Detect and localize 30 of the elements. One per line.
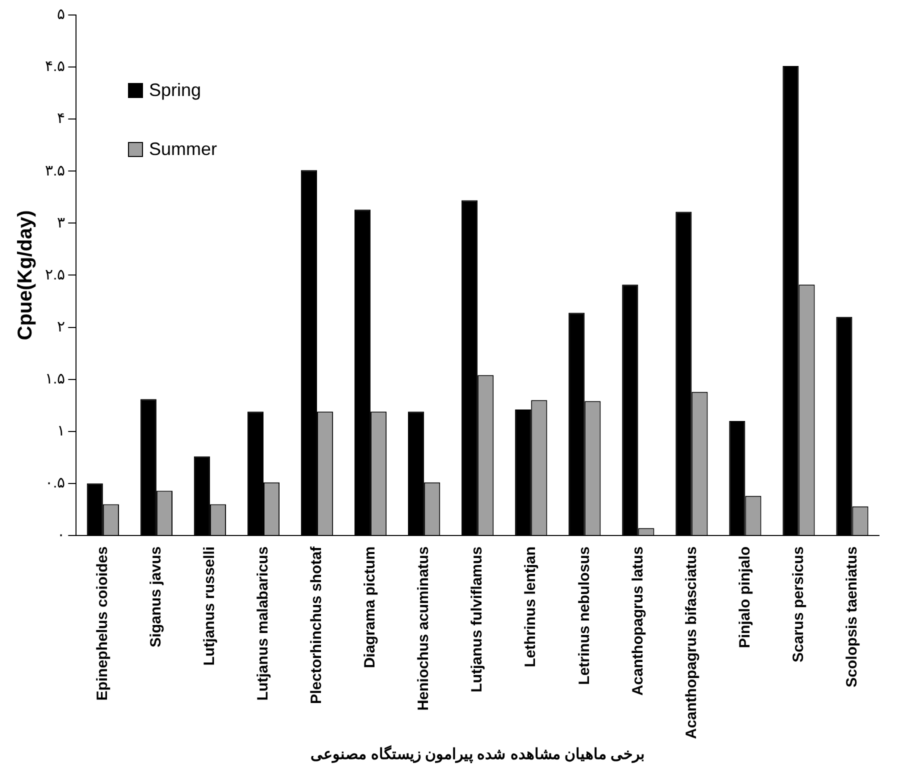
- x-tick-label: Epinephelus coioides: [94, 546, 112, 701]
- x-tick-label: Lethrinus lentjan: [522, 546, 540, 668]
- legend-label: Spring: [149, 80, 202, 101]
- y-tick-label: ۰: [57, 526, 66, 544]
- x-tick-label: Pinjalo pinjalo: [736, 546, 754, 648]
- y-tick-label: ۱.۵: [44, 370, 66, 388]
- y-tick-label: ۴.۵: [44, 58, 66, 76]
- y-tick-label: ۳.۵: [44, 162, 66, 180]
- x-tick-label: Scarus persicus: [790, 546, 807, 662]
- x-tick-label: Lutjanus fulviflamus: [468, 546, 486, 692]
- x-tick-label: Letrinus nebulosus: [576, 546, 593, 685]
- y-tick-label: ۲.۵: [44, 266, 66, 284]
- x-tick-label: Acanthopagrus latus: [629, 546, 646, 696]
- x-tick-label: Acanthopagrus bifasciatus: [682, 546, 700, 740]
- x-tick-label: Plectorhinchus shotaf: [308, 545, 326, 704]
- y-tick-label: ۱: [57, 422, 66, 440]
- x-tick-label: Lutjanus malabaricus: [254, 546, 272, 701]
- x-tick-label: Siganus javus: [148, 546, 165, 648]
- y-tick-label: ۲: [57, 318, 66, 336]
- y-axis-title: Cpue(Kg/day): [14, 210, 37, 340]
- x-tick-label: Lutjanus russelli: [201, 546, 218, 666]
- legend-label: Summer: [149, 139, 218, 160]
- y-tick-label: ۰.۵: [44, 474, 66, 492]
- y-tick-label: ۵: [57, 6, 66, 24]
- x-tick-label: Scolopsis taeniatus: [843, 546, 860, 688]
- x-tick-label: Heniochus acuminatus: [415, 546, 432, 711]
- y-tick-label: ۳: [57, 214, 66, 232]
- x-tick-label: Diagrama pictum: [362, 546, 379, 668]
- y-tick-label: ۴: [57, 110, 66, 128]
- x-axis-title: برخی ماهیان مشاهده شده پیرامون زیستگاه مصنوعی: [310, 745, 645, 764]
